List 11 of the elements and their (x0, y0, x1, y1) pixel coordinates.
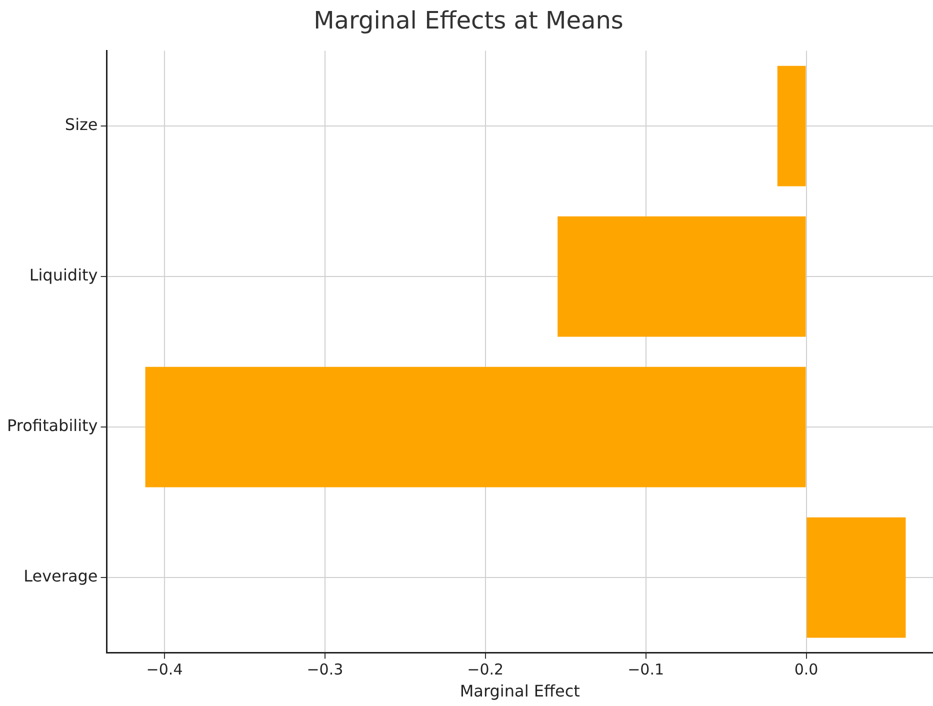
x-tick-label: −0.2 (467, 660, 504, 679)
y-tick-label: Liquidity (29, 266, 98, 285)
x-tick-label: 0.0 (794, 660, 818, 679)
chart-title: Marginal Effects at Means (314, 6, 624, 35)
y-tick-label: Leverage (24, 566, 98, 586)
x-tick-label: −0.3 (306, 660, 344, 679)
y-tick-label: Profitability (6, 416, 98, 436)
x-tick-label: −0.4 (146, 660, 183, 679)
y-tick-label: Size (64, 115, 98, 134)
x-tick-label: −0.1 (628, 660, 664, 679)
x-axis-title: Marginal Effect (460, 682, 580, 701)
